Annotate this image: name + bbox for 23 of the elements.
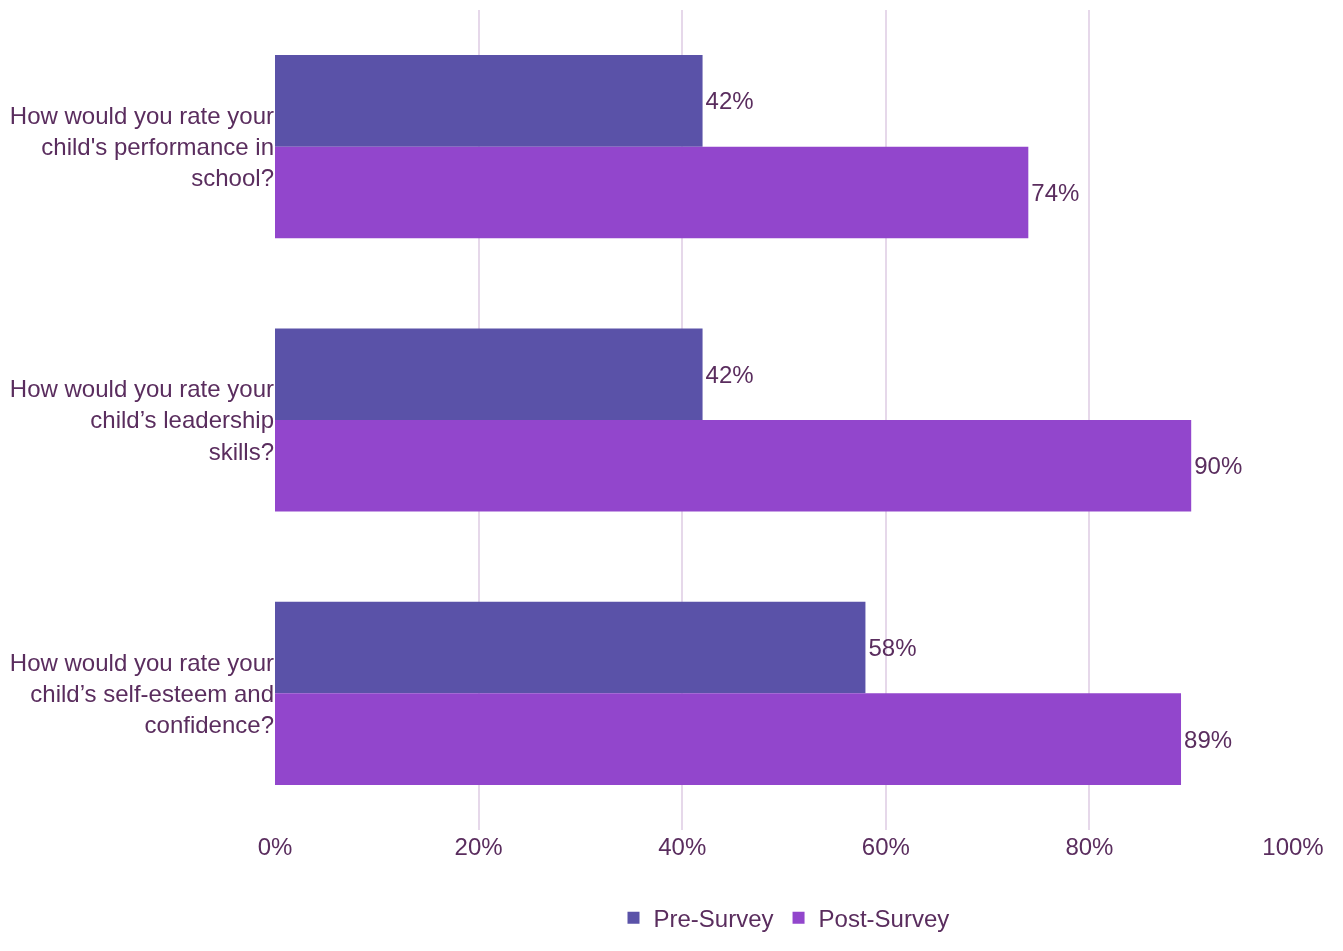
data-label: 74% [1031,178,1080,206]
x-tick-label: 0% [257,833,293,860]
bar [275,55,703,147]
data-label: 89% [1184,725,1233,753]
data-label: 58% [868,634,917,662]
y-tick-label: How would you rate your child’s self-esteem and confidence? [9,648,274,738]
x-tick-label: 20% [454,833,503,860]
bar [275,146,1029,239]
legend-label: Post-Survey [818,905,950,933]
x-tick-label: 80% [1065,833,1114,860]
bar [275,420,1192,512]
x-tick-label: 100% [1262,833,1324,860]
bar [275,601,866,694]
y-tick-label: How would you rate your child's performance in school? [9,101,274,192]
bar [275,693,1182,785]
bar [275,328,703,420]
data-label: 42% [705,87,754,115]
data-label: 42% [705,360,754,388]
x-tick-label: 60% [861,833,910,860]
y-tick-label: How would you rate your child’s leadership skills? [9,375,274,465]
legend-label: Pre-Survey [653,905,774,933]
data-label: 90% [1194,452,1243,480]
x-tick-label: 40% [658,833,707,860]
